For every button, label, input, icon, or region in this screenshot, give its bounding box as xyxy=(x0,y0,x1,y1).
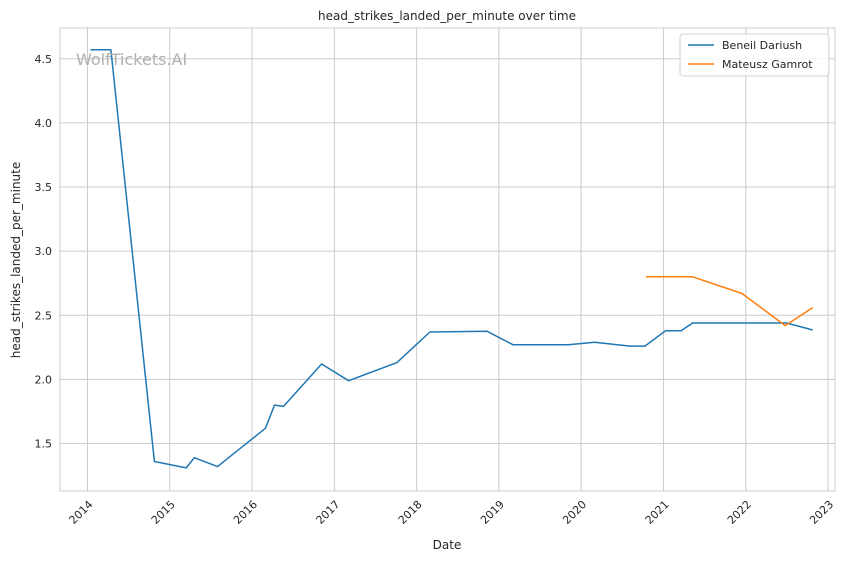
x-tick-label: 2021 xyxy=(643,498,672,527)
y-tick-label: 3.5 xyxy=(35,181,53,194)
x-tick-label: 2019 xyxy=(478,498,507,527)
series-line-mateusz-gamrot xyxy=(646,276,814,327)
series-lines xyxy=(90,49,814,469)
legend-label-beneil-dariush: Beneil Dariush xyxy=(722,39,802,52)
legend-box xyxy=(679,33,830,77)
legend-label-mateusz-gamrot: Mateusz Gamrot xyxy=(722,58,813,71)
y-axis-label: head_strikes_landed_per_minute xyxy=(9,162,23,359)
x-tick-label: 2022 xyxy=(725,498,754,527)
x-tick-label: 2017 xyxy=(314,498,343,527)
x-tick-labels: 2014 2015 2016 2017 2018 2019 2020 2021 2022 2023 xyxy=(67,498,837,527)
y-tick-label: 2.5 xyxy=(35,309,53,322)
legend: Beneil Dariush Mateusz Gamrot xyxy=(679,33,830,77)
plot-frame xyxy=(59,27,836,492)
y-tick-label: 1.5 xyxy=(35,438,53,451)
x-tick-label: 2023 xyxy=(807,498,836,527)
x-tick-label: 2020 xyxy=(560,498,589,527)
x-tick-label: 2016 xyxy=(231,498,260,527)
y-tick-label: 4.5 xyxy=(35,53,53,66)
plot-background xyxy=(60,28,835,491)
series-line-beneil-dariush xyxy=(90,49,813,469)
y-tick-label: 4.0 xyxy=(35,117,53,130)
x-tick-label: 2014 xyxy=(67,498,96,527)
watermark: WolfTickets.AI xyxy=(76,50,187,69)
y-tick-label: 3.0 xyxy=(35,245,53,258)
x-tick-label: 2015 xyxy=(149,498,178,527)
y-tick-labels: 1.5 2.0 2.5 3.0 3.5 4.0 4.5 xyxy=(35,53,53,451)
x-axis-label: Date xyxy=(433,538,462,552)
grid xyxy=(60,28,835,491)
x-tick-label: 2018 xyxy=(396,498,425,527)
chart-title: head_strikes_landed_per_minute over time xyxy=(318,9,576,23)
y-tick-label: 2.0 xyxy=(35,373,53,386)
